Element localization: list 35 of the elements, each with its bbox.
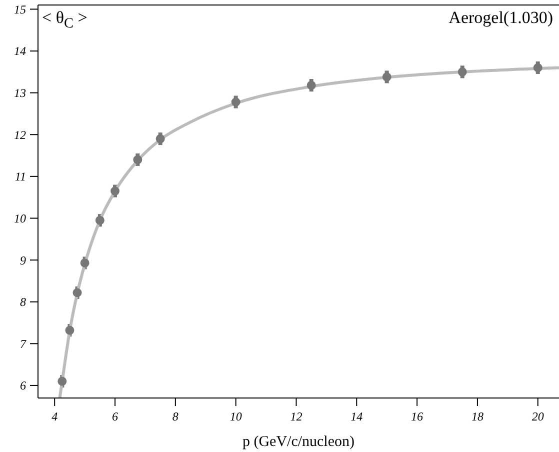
point	[458, 67, 467, 76]
y-tick-label: 6	[20, 378, 26, 393]
point	[80, 258, 90, 268]
y-tick-label: 14	[14, 44, 26, 58]
x-tick-label: 6	[112, 410, 118, 424]
point	[95, 216, 104, 225]
x-tick-label: 20	[532, 410, 544, 424]
y-tick-label: 9	[20, 253, 26, 268]
point	[110, 186, 120, 196]
x-tick-label: 16	[411, 410, 424, 424]
x-axis-title: p (GeV/c/nucleon)	[242, 434, 355, 450]
point	[231, 97, 240, 106]
x-tick-label: 12	[290, 410, 302, 424]
y-tick-label: 11	[14, 170, 26, 184]
x-tick-label: 8	[172, 410, 178, 424]
y-axis-title: < θ$_{C}$ >	[42, 8, 88, 32]
y-tick-label: 7	[20, 336, 27, 351]
y-tick-label: 10	[14, 211, 26, 226]
point	[133, 155, 142, 164]
y-tick-label: 12	[14, 128, 26, 142]
x-tick-label: 18	[471, 410, 484, 424]
point	[65, 326, 74, 335]
y-tick-label: 13	[14, 86, 26, 100]
y-tick-label: 8	[20, 295, 26, 310]
point	[72, 288, 82, 298]
point	[382, 72, 392, 82]
point	[58, 376, 67, 386]
x-tick-label: 10	[230, 410, 242, 424]
annotation: Aerogel(1.030)	[448, 8, 553, 28]
y-tick-label: 15	[14, 2, 26, 16]
point	[306, 80, 316, 90]
point	[533, 63, 542, 72]
x-tick-label: 14	[350, 410, 363, 424]
point	[156, 134, 165, 144]
x-tick-label: 4	[52, 410, 58, 424]
